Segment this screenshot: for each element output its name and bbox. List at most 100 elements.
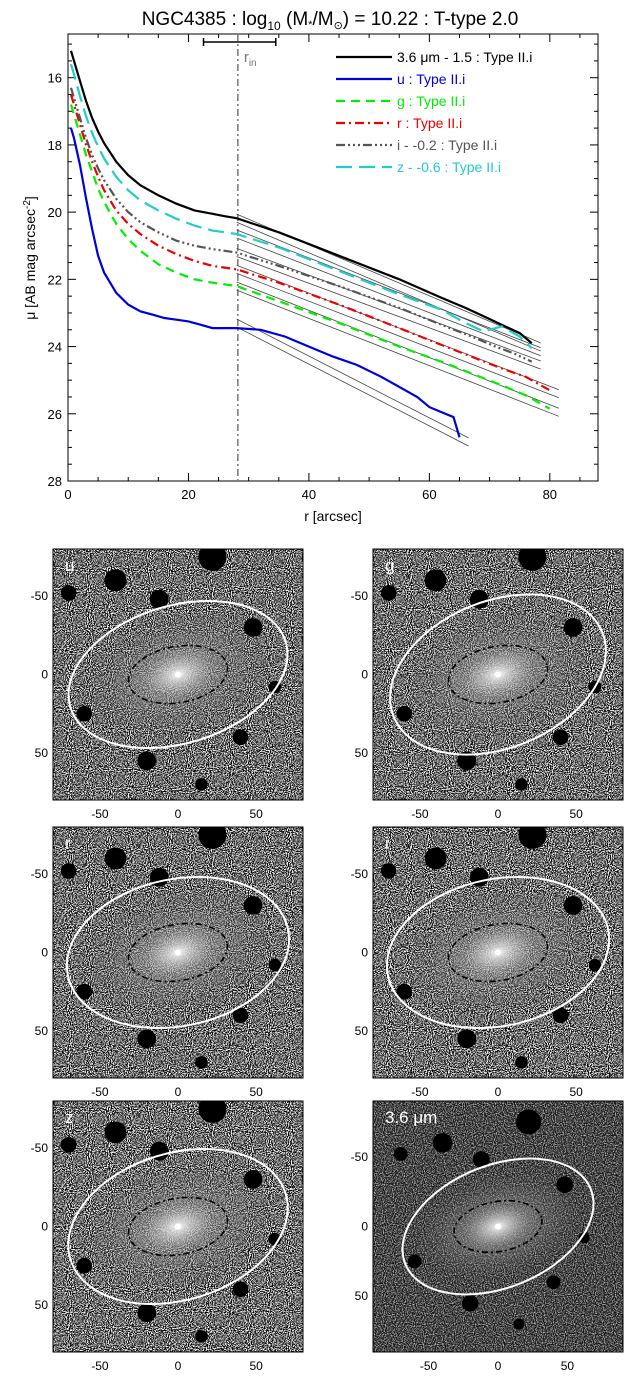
panel-y-tick-label: 0 [361, 668, 368, 682]
chart-title: NGC4385 : log10 (M*/M⊙) = 10.22 : T-type… [142, 9, 519, 33]
panel-y-tick-label: 50 [355, 1024, 369, 1038]
star-mask [578, 1232, 590, 1244]
star-mask [515, 778, 528, 791]
star-mask [407, 1254, 422, 1269]
panel-x-tick-label: 50 [249, 1085, 263, 1099]
panel-image [53, 827, 303, 1078]
series-line [69, 94, 551, 392]
panel-y-tick-label: -50 [351, 1150, 369, 1164]
panel-y-tick-label: -50 [31, 867, 49, 881]
panel-x-tick-label: 0 [495, 1359, 502, 1373]
fit-line [236, 289, 559, 417]
panel-x-tick-label: -50 [91, 807, 109, 821]
star-mask [60, 1137, 77, 1153]
panel-image [373, 827, 623, 1078]
outer-ellipse [385, 875, 611, 1030]
star-mask [424, 847, 447, 870]
star-mask [396, 705, 413, 722]
star-mask [137, 1029, 157, 1049]
panel-x-tick-label: 50 [561, 1359, 575, 1373]
image-panel: i -50 50 0 0 50 -50 [351, 826, 624, 1099]
panel-x-tick-label: 50 [249, 1359, 263, 1373]
y-tick-label: 26 [48, 407, 62, 422]
panel-x-tick-label: 50 [569, 1085, 583, 1099]
panel-y-tick-label: 50 [355, 1289, 369, 1303]
star-mask [232, 1007, 249, 1024]
panel-frame [372, 548, 624, 801]
series-line [69, 87, 533, 363]
outer-ellipse [65, 875, 291, 1030]
panel-y-tick-label: 50 [35, 1024, 49, 1038]
series-line [69, 104, 551, 410]
image-panel: 3.6 μm -50 50 0 0 50 -50 [351, 1100, 624, 1373]
star-mask [76, 1257, 93, 1274]
star-mask [60, 585, 77, 601]
star-mask [104, 569, 127, 592]
panel-image [53, 1101, 303, 1352]
panel-image [53, 549, 303, 800]
star-mask [198, 1101, 227, 1123]
outer-ellipse [67, 1147, 289, 1306]
panel-x-tick-label: 0 [495, 1085, 502, 1099]
panel-y-tick-label: 50 [35, 746, 49, 760]
y-tick-label: 28 [48, 474, 62, 489]
star-mask [104, 847, 127, 870]
star-mask [198, 827, 227, 849]
star-mask [232, 729, 249, 746]
inner-ellipse [447, 922, 549, 983]
star-mask [516, 1109, 542, 1135]
panel-label: r [65, 834, 71, 853]
star-mask [518, 827, 547, 849]
y-axis-ticks: 16 18 20 22 24 26 28 [48, 43, 598, 489]
panel-image [373, 549, 623, 800]
fit-lines [236, 213, 559, 447]
profile-series [69, 50, 551, 438]
panel-label: 3.6 μm [385, 1108, 437, 1127]
inner-ellipse [447, 644, 549, 705]
outer-ellipse [67, 599, 289, 750]
y-tick-label: 16 [48, 71, 62, 86]
star-mask [396, 983, 413, 1000]
star-mask [424, 569, 447, 592]
star-mask [60, 863, 77, 879]
star-mask [457, 751, 477, 771]
panel-y-tick-label: -50 [351, 867, 369, 881]
panel-label: i [385, 834, 389, 853]
panel-y-tick-label: 0 [41, 946, 48, 960]
panel-x-tick-label: 0 [175, 807, 182, 821]
panel-frame [372, 826, 624, 1079]
x-tick-label: 60 [422, 487, 436, 502]
panel-y-tick-label: 50 [355, 746, 369, 760]
star-mask [195, 778, 208, 791]
panel-y-tick-label: 0 [361, 946, 368, 960]
star-mask [243, 896, 263, 915]
star-mask [380, 585, 397, 601]
star-mask [137, 751, 157, 771]
fit-line [236, 272, 559, 399]
x-tick-label: 40 [302, 487, 316, 502]
star-mask [473, 1151, 490, 1168]
star-mask [546, 1275, 561, 1290]
legend-label: 3.6 μm - 1.5 : Type II.i [397, 49, 532, 65]
inner-ellipse [127, 922, 229, 983]
panel-x-tick-label: 0 [495, 807, 502, 821]
legend-label: g : Type II.i [397, 93, 465, 109]
star-mask [137, 1303, 157, 1323]
galaxy-core [175, 671, 181, 678]
panel-y-tick-label: 50 [35, 1298, 49, 1312]
star-mask [268, 958, 282, 972]
star-mask [76, 983, 93, 1000]
panel-x-tick-label: -50 [91, 1085, 109, 1099]
inner-ellipse [127, 644, 229, 705]
galaxy-core [175, 1223, 181, 1230]
panel-y-tick-label: 0 [361, 1220, 368, 1234]
panel-frame [52, 548, 304, 801]
x-tick-label: 20 [181, 487, 195, 502]
panel-y-tick-label: -50 [31, 1141, 49, 1155]
panel-x-tick-label: 50 [569, 807, 583, 821]
star-mask [513, 1318, 525, 1330]
star-mask [195, 1330, 208, 1343]
star-mask [195, 1056, 208, 1069]
panel-frame [372, 1100, 624, 1353]
